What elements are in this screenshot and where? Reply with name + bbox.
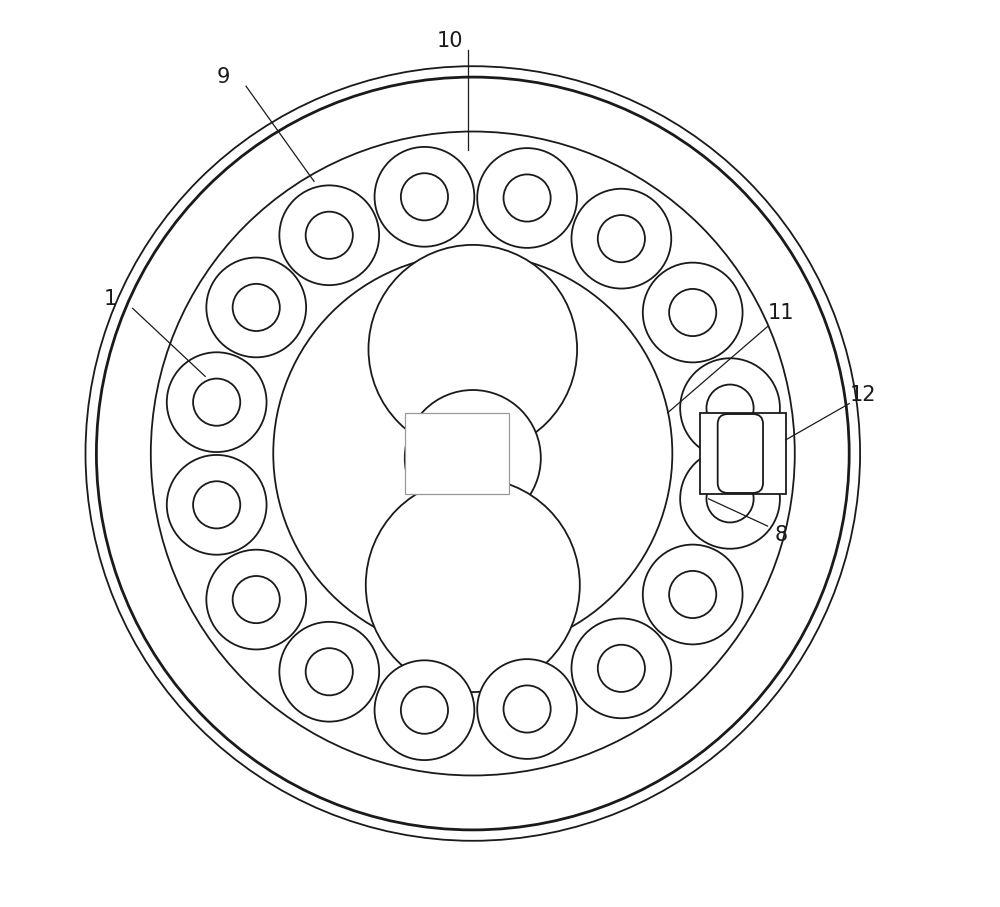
Circle shape <box>477 659 577 759</box>
Circle shape <box>375 660 474 760</box>
Circle shape <box>368 245 577 454</box>
Bar <box>700 413 786 494</box>
Circle shape <box>680 449 780 549</box>
Circle shape <box>571 619 671 718</box>
Circle shape <box>598 215 645 262</box>
Circle shape <box>477 148 577 248</box>
Circle shape <box>306 211 353 258</box>
Text: 9: 9 <box>217 67 230 87</box>
Circle shape <box>401 173 448 220</box>
Circle shape <box>233 284 280 331</box>
Circle shape <box>366 478 580 692</box>
FancyBboxPatch shape <box>718 414 763 493</box>
Circle shape <box>706 385 754 432</box>
Circle shape <box>401 687 448 734</box>
Circle shape <box>206 550 306 649</box>
Circle shape <box>86 66 860 841</box>
Circle shape <box>571 189 671 288</box>
Circle shape <box>680 358 780 458</box>
Text: 1: 1 <box>103 289 117 309</box>
Circle shape <box>375 147 474 247</box>
Text: 8: 8 <box>775 525 788 545</box>
Circle shape <box>598 645 645 692</box>
Circle shape <box>279 185 379 285</box>
Circle shape <box>193 378 240 425</box>
Circle shape <box>669 571 716 618</box>
Circle shape <box>193 482 240 529</box>
Text: 11: 11 <box>768 303 794 323</box>
Circle shape <box>643 544 743 644</box>
Circle shape <box>279 622 379 722</box>
Circle shape <box>206 258 306 357</box>
Circle shape <box>405 390 541 526</box>
Circle shape <box>669 289 716 336</box>
Text: 12: 12 <box>850 385 876 405</box>
Circle shape <box>643 263 743 363</box>
Circle shape <box>167 455 267 555</box>
Circle shape <box>504 174 551 221</box>
Circle shape <box>504 686 551 733</box>
Circle shape <box>233 576 280 623</box>
Circle shape <box>706 475 754 522</box>
Circle shape <box>306 649 353 696</box>
Bar <box>405 413 509 494</box>
Text: 10: 10 <box>437 31 463 51</box>
Circle shape <box>167 352 267 452</box>
